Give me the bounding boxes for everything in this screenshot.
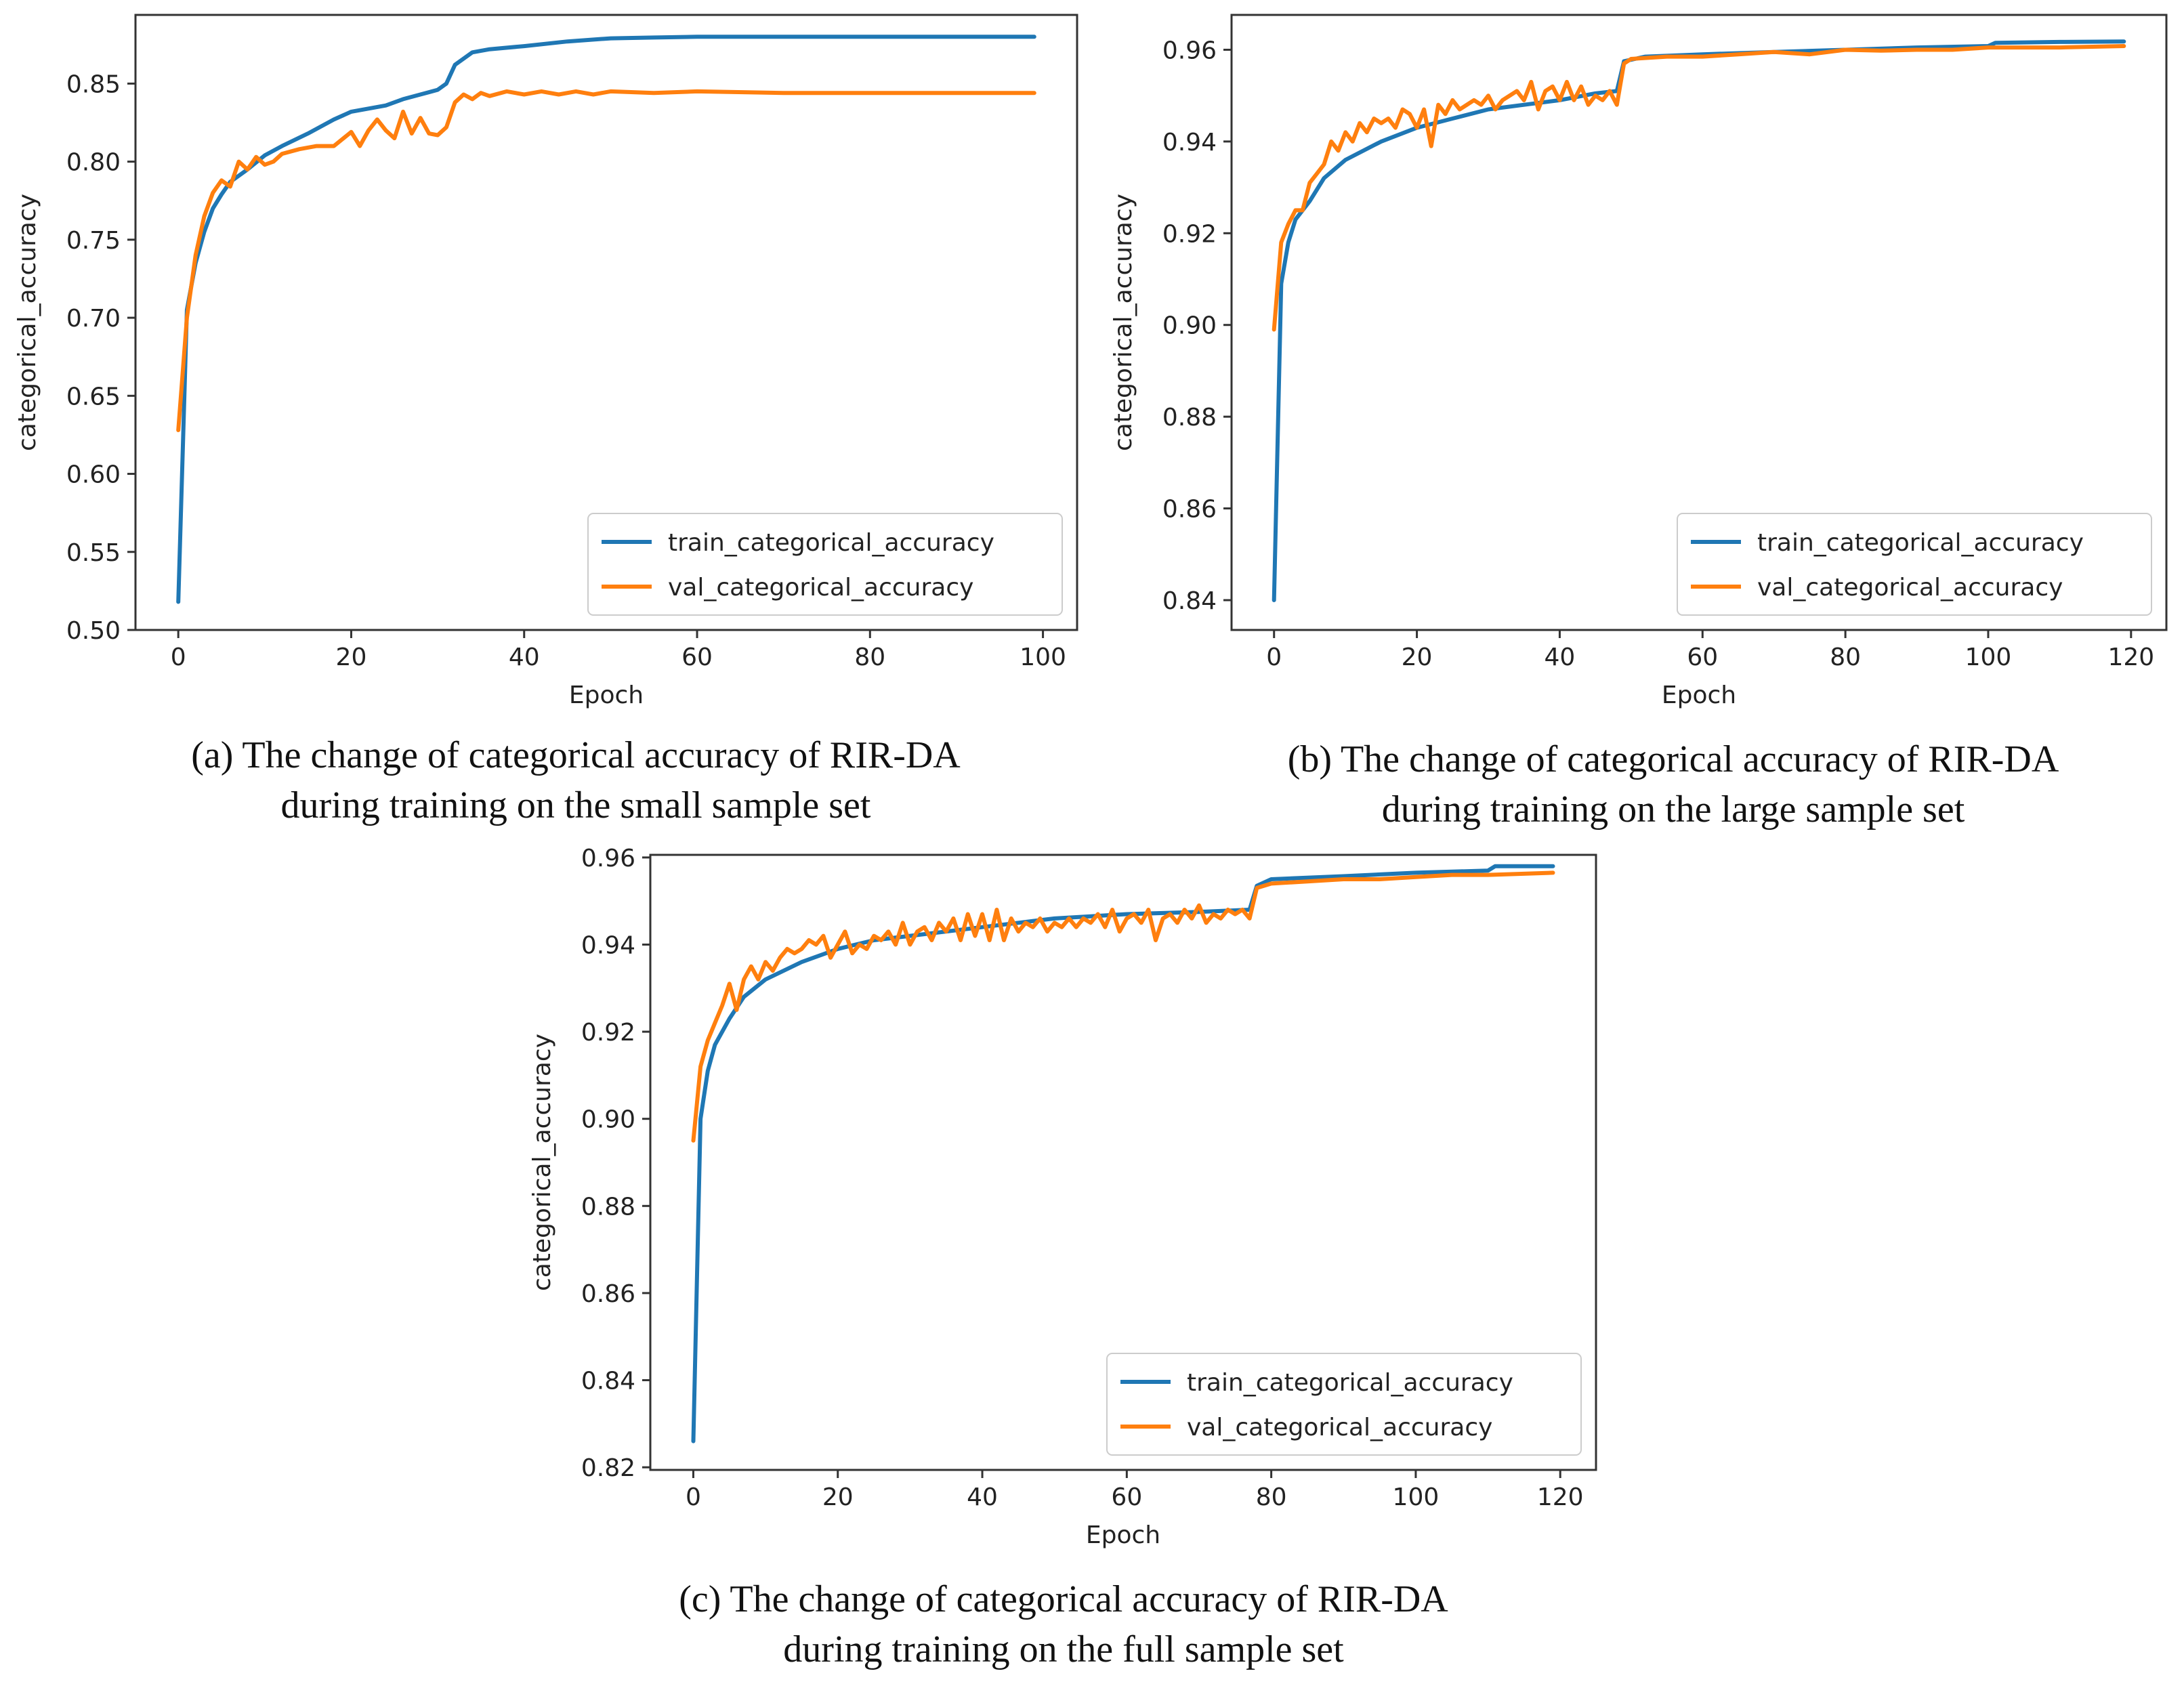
x-tick-label: 20 (1402, 644, 1433, 671)
y-tick-label: 0.84 (1162, 587, 1217, 615)
y-tick-label: 0.84 (581, 1368, 635, 1395)
y-tick-label: 0.96 (581, 845, 635, 872)
x-tick-label: 80 (1256, 1483, 1287, 1511)
x-tick-label: 100 (1393, 1483, 1440, 1511)
y-tick-label: 0.65 (66, 383, 121, 410)
y-tick-label: 0.55 (66, 539, 121, 567)
y-axis-label: categorical_accuracy (528, 1034, 556, 1291)
x-tick-label: 60 (1111, 1483, 1142, 1511)
legend-box (587, 513, 1063, 616)
y-tick-label: 0.96 (1162, 37, 1217, 64)
x-tick-label: 40 (967, 1483, 998, 1511)
x-axis-label: Epoch (1086, 1521, 1160, 1549)
x-tick-label: 0 (1266, 644, 1282, 671)
val-series-line (1272, 44, 2126, 332)
legend-box (1677, 513, 2152, 616)
x-tick-label: 80 (1830, 644, 1861, 671)
x-tick-label: 40 (509, 644, 540, 671)
x-tick-label: 100 (1965, 644, 2012, 671)
x-tick-label: 0 (171, 644, 186, 671)
y-tick-label: 0.60 (66, 461, 121, 489)
x-tick-label: 80 (854, 644, 885, 671)
caption-a: (a) The change of categorical accuracy o… (68, 730, 1084, 830)
x-tick-label: 20 (336, 644, 367, 671)
y-tick-label: 0.86 (1162, 496, 1217, 524)
x-tick-label: 120 (2107, 644, 2154, 671)
x-tick-label: 40 (1545, 644, 1576, 671)
train-legend-label: train_categorical_accuracy (1757, 529, 2084, 557)
y-tick-label: 0.90 (1162, 312, 1217, 340)
x-tick-label: 60 (681, 644, 713, 671)
val-legend-label: val_categorical_accuracy (668, 574, 973, 602)
caption-a-line-2: during training on the small sample set (280, 784, 871, 826)
train-series-line (176, 35, 1036, 604)
x-tick-label: 100 (1020, 644, 1066, 671)
x-tick-label: 0 (686, 1483, 701, 1511)
legend-box (1106, 1353, 1582, 1456)
val-series-line (691, 870, 1555, 1143)
x-tick-label: 20 (822, 1483, 854, 1511)
y-tick-label: 0.75 (66, 227, 121, 255)
x-axis-label: Epoch (569, 681, 644, 709)
y-tick-label: 0.88 (581, 1193, 635, 1221)
caption-c-line-1: (c) The change of categorical accuracy o… (679, 1578, 1448, 1620)
y-tick-label: 0.70 (66, 305, 121, 333)
val-series-line (176, 89, 1036, 432)
y-tick-label: 0.86 (581, 1280, 635, 1308)
y-tick-label: 0.50 (66, 617, 121, 645)
y-tick-label: 0.88 (1162, 404, 1217, 431)
caption-b-line-2: during training on the large sample set (1381, 788, 1965, 830)
y-tick-label: 0.94 (581, 931, 635, 959)
x-tick-label: 120 (1537, 1483, 1584, 1511)
y-tick-label: 0.94 (1162, 129, 1217, 156)
caption-c: (c) The change of categorical accuracy o… (555, 1574, 1572, 1674)
y-axis-label: categorical_accuracy (1110, 194, 1137, 451)
y-tick-label: 0.90 (581, 1106, 635, 1134)
y-axis-label: categorical_accuracy (14, 194, 41, 451)
caption-a-line-1: (a) The change of categorical accuracy o… (191, 734, 961, 776)
x-axis-label: Epoch (1662, 681, 1736, 709)
train-legend-label: train_categorical_accuracy (1187, 1369, 1513, 1397)
val-legend-label: val_categorical_accuracy (1757, 574, 2063, 602)
y-tick-label: 0.80 (66, 149, 121, 177)
y-tick-label: 0.85 (66, 70, 121, 98)
val-legend-label: val_categorical_accuracy (1187, 1414, 1492, 1441)
x-tick-label: 60 (1687, 644, 1718, 671)
caption-c-line-2: during training on the full sample set (783, 1628, 1344, 1670)
y-tick-label: 0.92 (581, 1019, 635, 1047)
caption-b: (b) The change of categorical accuracy o… (1165, 734, 2181, 835)
y-tick-label: 0.92 (1162, 220, 1217, 248)
y-tick-label: 0.82 (581, 1454, 635, 1482)
train-legend-label: train_categorical_accuracy (668, 529, 994, 557)
caption-b-line-1: (b) The change of categorical accuracy o… (1287, 738, 2059, 780)
